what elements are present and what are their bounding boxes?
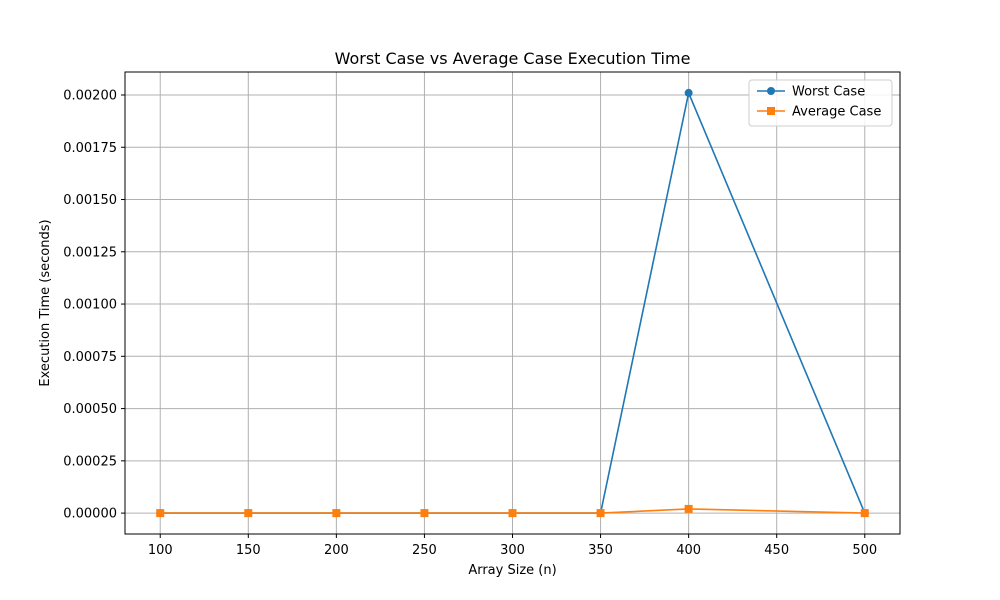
legend-marker-worst-case [767, 87, 775, 95]
x-tick-label: 100 [148, 543, 173, 558]
x-axis-ticks: 100 150 200 250 300 350 400 450 500 [148, 534, 877, 558]
y-tick-label: 0.00025 [63, 454, 117, 469]
y-tick-label: 0.00000 [63, 507, 117, 522]
x-tick-label: 150 [236, 543, 261, 558]
x-tick-label: 250 [412, 543, 437, 558]
legend: Worst Case Average Case [748, 79, 893, 127]
data-point-worst-case [684, 88, 693, 97]
y-tick-label: 0.00175 [63, 141, 117, 156]
legend-item-worst-case: Worst Case [757, 85, 865, 100]
x-axis-label: Array Size (n) [468, 563, 556, 578]
data-point-average-case [860, 509, 869, 518]
y-tick-label: 0.00075 [63, 350, 117, 365]
y-axis-label: Execution Time (seconds) [38, 219, 53, 386]
data-point-average-case [332, 509, 341, 518]
legend-label-worst-case: Worst Case [792, 85, 865, 100]
data-point-average-case [684, 504, 693, 513]
x-tick-label: 450 [764, 543, 789, 558]
grid-lines [125, 72, 900, 534]
data-point-average-case [244, 509, 253, 518]
x-tick-label: 500 [852, 543, 877, 558]
x-tick-label: 350 [588, 543, 613, 558]
data-point-average-case [508, 509, 517, 518]
x-tick-label: 400 [676, 543, 701, 558]
y-tick-label: 0.00125 [63, 245, 117, 260]
data-point-average-case [156, 509, 165, 518]
y-tick-label: 0.00150 [63, 193, 117, 208]
x-tick-label: 300 [500, 543, 525, 558]
series-group [156, 88, 869, 518]
legend-marker-average-case [767, 107, 775, 115]
y-tick-label: 0.00100 [63, 298, 117, 313]
data-point-average-case [420, 509, 429, 518]
legend-item-average-case: Average Case [757, 105, 881, 120]
data-point-average-case [596, 509, 605, 518]
series-line-average-case [160, 508, 865, 514]
y-tick-label: 0.00050 [63, 402, 117, 417]
y-axis-ticks: 0.00000 0.00025 0.00050 0.00075 0.00100 0.001… [63, 88, 125, 522]
series-average-case [156, 504, 869, 518]
chart-title: Worst Case vs Average Case Execution Tim… [335, 49, 691, 68]
x-tick-label: 200 [324, 543, 349, 558]
y-tick-label: 0.00200 [63, 88, 117, 103]
legend-label-average-case: Average Case [792, 105, 881, 120]
